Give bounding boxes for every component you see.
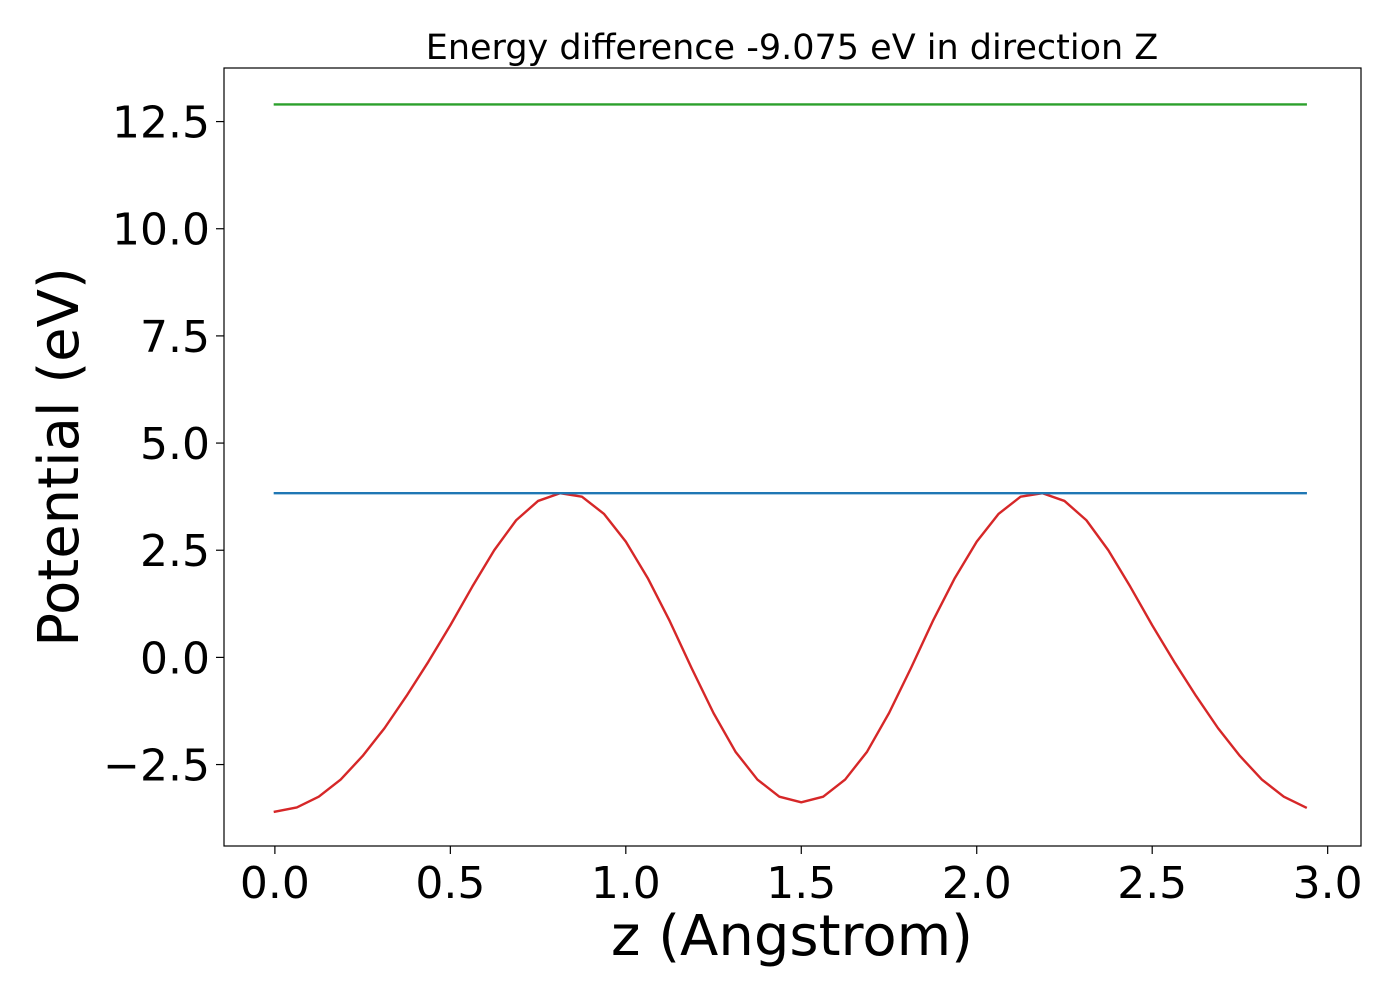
y-tick-label: 12.5 (112, 98, 210, 149)
y-tick-label: 2.5 (140, 526, 210, 577)
series-layer (273, 103, 1308, 814)
x-axis-label: z (Angstrom) (611, 904, 973, 969)
chart-title: Energy difference -9.075 eV in direction… (426, 28, 1159, 68)
y-tick-label: 0.0 (140, 633, 210, 684)
series-line-1 (273, 492, 1308, 814)
y-tick-label: 10.0 (112, 205, 210, 256)
y-tick-label: −2.5 (103, 741, 210, 792)
x-tick-label: 0.0 (240, 858, 310, 909)
y-tick-label: 5.0 (140, 419, 210, 470)
y-tick-label: 7.5 (140, 312, 210, 363)
axes-frame (223, 67, 1362, 847)
plot-area (223, 67, 1362, 847)
x-tick-label: 2.5 (1117, 858, 1187, 909)
x-axis-ticks: 0.0 0.5 1.0 1.5 2.0 2.5 3.0 (240, 846, 1363, 909)
x-tick-label: 1.5 (766, 858, 836, 909)
x-tick-label: 0.5 (415, 858, 485, 909)
x-tick-label: 1.0 (591, 858, 661, 909)
y-axis-ticks: −2.5 0.0 2.5 5.0 7.5 10.0 12.5 (103, 98, 224, 792)
x-tick-label: 2.0 (942, 858, 1012, 909)
x-tick-label: 3.0 (1293, 858, 1363, 909)
y-axis-label: Potential (eV) (27, 267, 92, 647)
